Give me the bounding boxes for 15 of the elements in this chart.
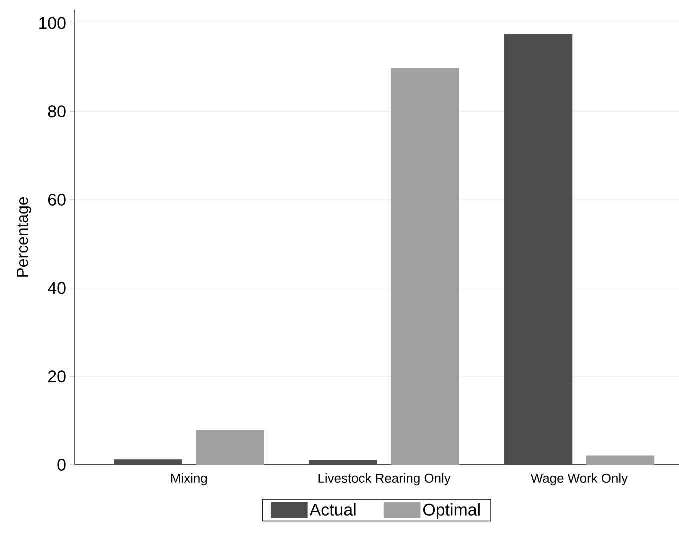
y-tick-label: 0 <box>58 458 66 471</box>
y-tick-label: 80 <box>48 106 66 118</box>
y-tick-label: 100 <box>40 17 66 30</box>
x-tick-label: Wage Work Only <box>530 474 628 486</box>
x-tick-label: Livestock Rearing Only <box>318 474 451 486</box>
bar <box>586 456 655 465</box>
legend-label: Actual <box>310 504 356 516</box>
y-tick-label: 20 <box>48 370 66 383</box>
x-tick-label: Mixing <box>172 474 208 486</box>
y-tick-label: 40 <box>48 282 66 294</box>
y-tick-label: 60 <box>48 194 66 206</box>
bar <box>196 430 264 465</box>
y-axis-title: Percentage <box>17 197 32 277</box>
bar <box>391 68 460 465</box>
legend-label: Optimal <box>424 504 480 520</box>
